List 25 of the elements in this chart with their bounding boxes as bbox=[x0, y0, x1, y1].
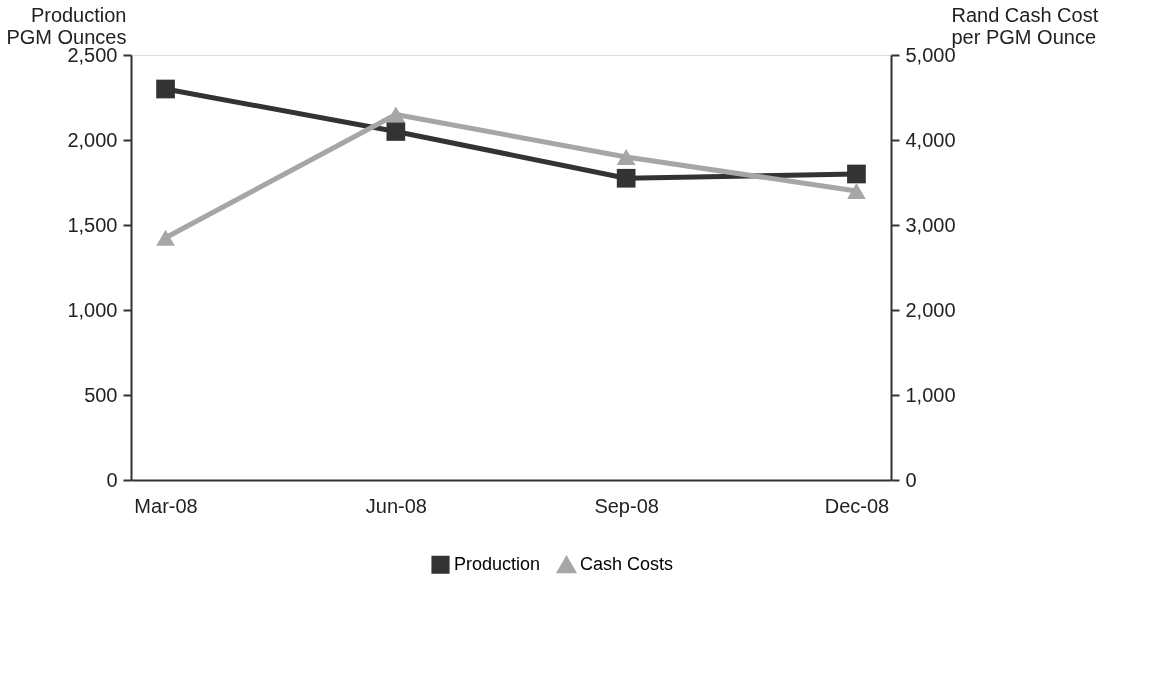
y-tick-label: 0 bbox=[106, 468, 118, 491]
point bbox=[616, 168, 636, 188]
point bbox=[386, 106, 406, 123]
x-tick-label: Mar-08 bbox=[134, 494, 198, 517]
y-tick-label: 2,000 bbox=[67, 128, 118, 151]
legend-label: Cash Costs bbox=[580, 554, 674, 575]
y2-tick-label: 3,000 bbox=[905, 213, 956, 236]
y2-axis-title: Rand Cash Cost per PGM Ounce bbox=[951, 3, 1099, 48]
y-tick-label: 1,000 bbox=[67, 298, 118, 321]
y2-tick-label: 0 bbox=[905, 468, 917, 491]
x-tick-label: Jun-08 bbox=[365, 494, 427, 517]
point bbox=[847, 182, 866, 200]
point bbox=[156, 79, 175, 99]
y2-tick-label: 2,000 bbox=[905, 298, 956, 321]
y-tick-label: 500 bbox=[84, 383, 118, 406]
x-tick-label: Sep-08 bbox=[594, 494, 659, 517]
y2-tick-label: 4,000 bbox=[905, 128, 956, 151]
legend-label: Production bbox=[454, 553, 541, 574]
y2-tick-label: 1,000 bbox=[905, 383, 956, 406]
point bbox=[616, 148, 636, 166]
point bbox=[156, 229, 175, 246]
point bbox=[847, 164, 866, 184]
x-tick-label: Dec-08 bbox=[824, 494, 890, 517]
y-tick-label: 1,500 bbox=[67, 213, 118, 236]
point bbox=[386, 122, 406, 141]
